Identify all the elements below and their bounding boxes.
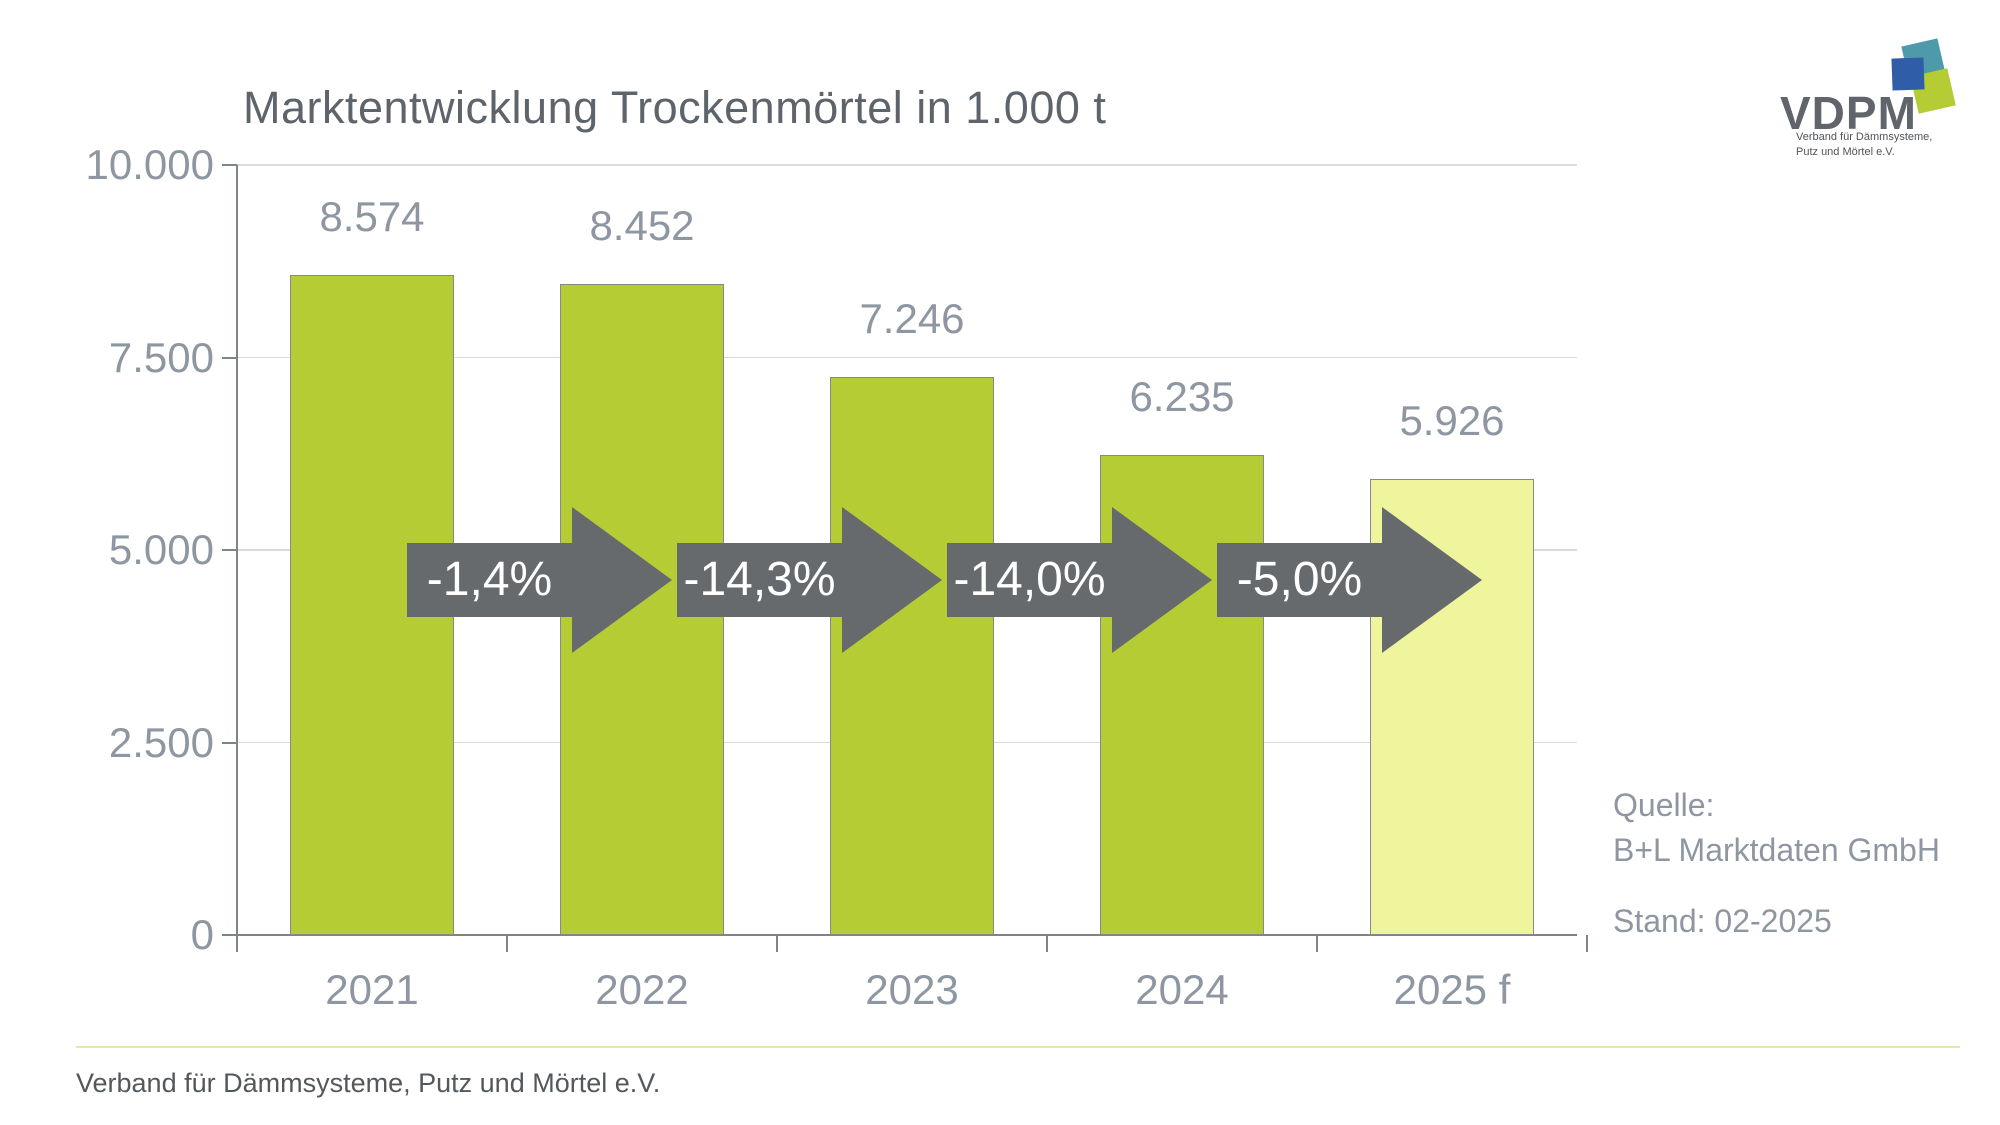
y-axis-tick	[222, 741, 237, 744]
x-axis-tick	[1586, 935, 1588, 952]
change-arrow-head-icon	[1112, 507, 1212, 653]
change-arrow-head-icon	[1382, 507, 1482, 653]
source-name: B+L Marktdaten GmbH	[1613, 832, 1940, 868]
x-axis-tick	[776, 935, 778, 952]
logo-tagline-line2: Putz und Mörtel e.V.	[1796, 146, 1895, 158]
y-axis-tick	[222, 934, 237, 936]
y-axis-tick	[222, 549, 237, 551]
y-axis-label: 5.000	[108, 526, 214, 573]
source-label: Quelle:	[1613, 787, 1715, 823]
change-arrow: -1,4%	[407, 543, 572, 617]
change-arrow-label: -5,0%	[1236, 553, 1363, 606]
gridline	[237, 164, 1577, 166]
y-axis-label: 7.500	[108, 333, 214, 381]
chart-title: Marktentwicklung Trockenmörtel in 1.000 …	[243, 82, 1107, 133]
logo-tagline: Verband für Dämmsysteme, Putz und Mörtel…	[1796, 130, 1932, 160]
change-arrow: -14,3%	[677, 543, 842, 617]
x-axis-tick	[506, 935, 508, 952]
change-arrow-label: -1,4%	[426, 553, 553, 606]
logo-tagline-line1: Verband für Dämmsysteme,	[1796, 131, 1933, 143]
logo-square-blue-icon	[1891, 57, 1925, 91]
bar	[830, 377, 994, 935]
change-arrow-label: -14,3%	[683, 553, 836, 606]
bar-value-label: 8.452	[589, 202, 695, 250]
change-arrow: -14,0%	[947, 543, 1112, 617]
y-axis-tick	[222, 356, 237, 359]
vdpm-logo: VDPM Verband für Dämmsysteme, Putz und M…	[1770, 30, 1970, 160]
y-axis-line	[236, 165, 238, 952]
change-arrow-label: -14,0%	[953, 553, 1106, 606]
change-arrow-head-icon	[572, 507, 672, 653]
y-axis-label: 0	[190, 911, 214, 958]
y-axis-label: 10.000	[85, 141, 214, 188]
x-axis-label: 2023	[865, 966, 959, 1013]
x-axis-label: 2021	[325, 966, 419, 1013]
x-axis-label: 2024	[1135, 966, 1229, 1013]
logo-wordmark: VDPM	[1780, 87, 1917, 139]
bar-value-label: 7.246	[859, 295, 965, 343]
change-arrow: -5,0%	[1217, 543, 1382, 617]
x-axis-tick	[1316, 935, 1318, 952]
y-axis-tick	[222, 164, 237, 166]
x-axis-label: 2025 f	[1393, 966, 1511, 1013]
change-arrow-head-icon	[842, 507, 942, 653]
source-block: Quelle: B+L Marktdaten GmbH Stand: 02-20…	[1613, 783, 1940, 944]
footer-divider	[76, 1046, 1960, 1048]
bar-value-label: 8.574	[319, 192, 425, 240]
x-axis-label: 2022	[595, 966, 689, 1013]
bar-value-label: 5.926	[1399, 396, 1505, 444]
bar-value-label: 6.235	[1129, 372, 1235, 420]
gridline	[237, 356, 1577, 359]
footer-text: Verband für Dämmsysteme, Putz und Mörtel…	[76, 1068, 661, 1098]
source-date: Stand: 02-2025	[1613, 903, 1832, 939]
y-axis-label: 2.500	[108, 718, 214, 766]
x-axis-tick	[1046, 935, 1048, 952]
